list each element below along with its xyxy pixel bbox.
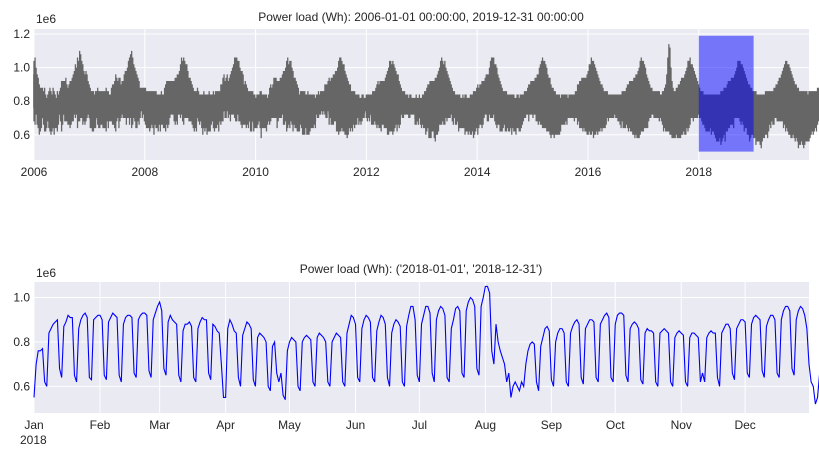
y-tick-label: 0.6 [13,379,30,393]
x-tick-label: Apr [216,418,235,432]
x-tick-label: Dec [734,418,755,432]
x-tick-label: 2010 [242,165,269,179]
x-tick-label: May [278,418,301,432]
overview-highlight-group [698,35,754,152]
y-tick-label: 1.2 [13,27,30,41]
overview-chart-title: Power load (Wh): 2006-01-01 00:00:00, 20… [258,10,584,24]
x-tick-label: Jun [346,418,365,432]
y-tick-label: 0.8 [13,335,30,349]
detail-x-axis: Jan Feb Mar Apr May Jun Jul Aug Sep Oct Nov Dec [24,418,755,432]
x-tick-label: Nov [671,418,692,432]
detail-chart-title: Power load (Wh): ('2018-01-01', '2018-12… [300,262,543,276]
highlight-region [698,35,754,152]
x-tick-label: Oct [606,418,625,432]
detail-chart: Power load (Wh): ('2018-01-01', '2018-12… [13,262,819,447]
x-tick-label: 2018 [685,165,712,179]
detail-y-offset-label: 1e6 [36,266,56,280]
overview-chart: Power load (Wh): 2006-01-01 00:00:00, 20… [13,10,819,179]
x-tick-label: Feb [90,418,111,432]
detail-gridlines [33,282,809,413]
x-tick-label: Aug [475,418,496,432]
x-tick-label: 2016 [575,165,602,179]
x-tick-label: 2006 [21,165,48,179]
x-tick-label: 2014 [464,165,491,179]
y-tick-label: 1.0 [13,61,30,75]
x-tick-label: Jul [412,418,427,432]
x-tick-label: Jan [24,418,43,432]
y-tick-label: 0.6 [13,128,30,142]
load-series-line [33,285,819,405]
detail-y-axis: 0.6 0.8 1.0 [13,291,30,394]
detail-year-label: 2018 [20,433,47,447]
x-tick-label: 2008 [131,165,158,179]
overview-x-axis: 2006 2008 2010 2012 2014 2016 2018 [21,165,713,179]
x-tick-label: Mar [149,418,170,432]
overview-y-axis: 0.6 0.8 1.0 1.2 [13,27,30,142]
detail-plot-area [34,282,809,413]
x-tick-label: 2012 [353,165,380,179]
detail-series [33,285,819,405]
y-tick-label: 0.8 [13,94,30,108]
overview-y-offset-label: 1e6 [36,12,56,26]
y-tick-label: 1.0 [13,291,30,305]
x-tick-label: Sep [541,418,563,432]
